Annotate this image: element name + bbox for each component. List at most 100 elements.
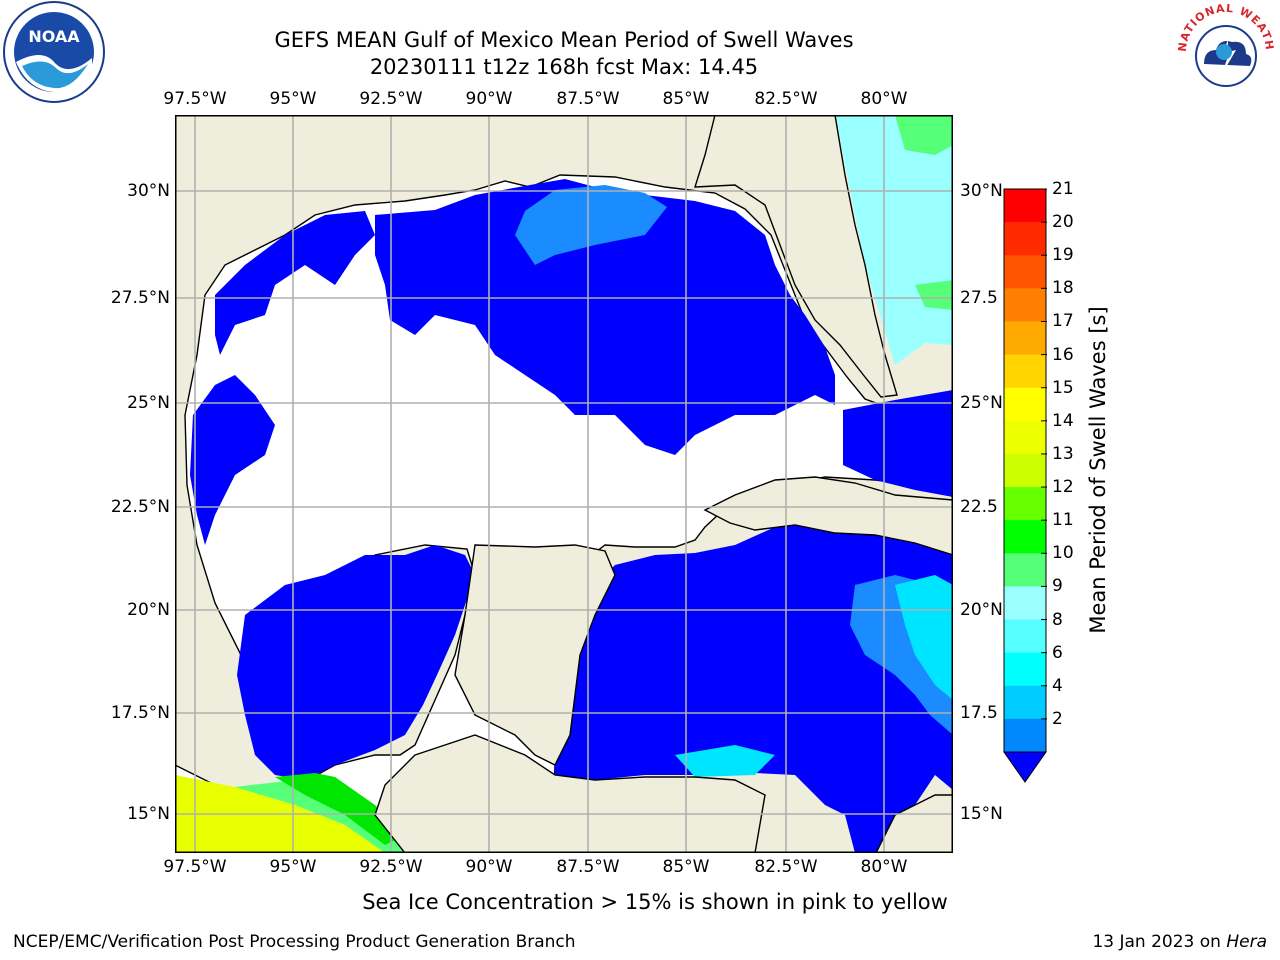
- central-america: [374, 734, 766, 853]
- colorbar-segment: [1004, 354, 1046, 389]
- swell-region-north-central: [375, 179, 835, 455]
- lat-label-left: 15°N: [127, 804, 170, 824]
- colorbar: [1003, 188, 1047, 783]
- colorbar-tick-label: 20: [1052, 212, 1074, 233]
- colorbar-tick-label: 6: [1052, 642, 1063, 663]
- swell-region-west-coast: [190, 375, 275, 545]
- colorbar-segment: [1004, 288, 1046, 322]
- colorbar-tick-label: 19: [1052, 245, 1074, 266]
- noaa-logo-text: NOAA: [28, 27, 80, 46]
- lon-label-top: 90°W: [465, 89, 513, 109]
- colorbar-segment: [1004, 520, 1046, 554]
- lon-label-bottom: 80°W: [860, 857, 908, 877]
- lat-label-left: 17.5°N: [110, 703, 170, 723]
- colorbar-tick-label: 13: [1052, 443, 1074, 464]
- colorbar-tick-label: 15: [1052, 377, 1074, 398]
- colorbar-tick-label: 8: [1052, 609, 1063, 630]
- lat-label-right: 25°N: [960, 393, 1003, 413]
- colorbar-segments: [1004, 189, 1046, 753]
- colorbar-tick-label: 9: [1052, 576, 1063, 597]
- colorbar-segment: [1004, 652, 1046, 687]
- map-subtitle: 20230111 t12z 168h fcst Max: 14.45: [369, 55, 759, 79]
- colorbar-segment: [1004, 553, 1046, 587]
- colorbar-tick-label: 10: [1052, 543, 1074, 564]
- lon-label-top: 92.5°W: [359, 89, 423, 109]
- colorbar-segment: [1004, 387, 1046, 422]
- lat-label-right: 22.5: [960, 497, 998, 517]
- colorbar-tick-label: 14: [1052, 410, 1074, 431]
- lon-label-top: 85°W: [662, 89, 710, 109]
- colorbar-tick-label: 18: [1052, 278, 1074, 299]
- swell-region-caribbean: [553, 515, 953, 853]
- colorbar-tick-label: 11: [1052, 510, 1074, 531]
- colorbar-tick-label: 12: [1052, 477, 1074, 498]
- generation-date: 13 Jan 2023 on Hera: [1092, 932, 1267, 952]
- colorbar-segment: [1004, 222, 1046, 256]
- sea-ice-footnote: Sea Ice Concentration > 15% is shown in …: [362, 890, 948, 914]
- lat-label-right: 17.5: [960, 703, 998, 723]
- colorbar-tick-label: 4: [1052, 675, 1063, 696]
- lon-label-top: 95°W: [269, 89, 317, 109]
- colorbar-extend-arrow: [1003, 751, 1047, 783]
- swell-region-florida-straits: [843, 390, 953, 497]
- colorbar-tick-marks: [1041, 188, 1047, 720]
- lat-label-left: 27.5°N: [110, 288, 170, 308]
- lon-label-top: 82.5°W: [754, 89, 818, 109]
- colorbar-segment: [1004, 420, 1046, 455]
- lon-label-top: 80°W: [860, 89, 908, 109]
- swell-region-cyan-caribbean: [895, 575, 953, 700]
- swell-region-northwest: [215, 211, 375, 355]
- lon-label-bottom: 90°W: [465, 857, 513, 877]
- lon-label-top: 97.5°W: [163, 89, 227, 109]
- colorbar-segment: [1004, 189, 1046, 223]
- florida-peninsula: [694, 115, 898, 398]
- colorbar-border: [1003, 188, 1047, 753]
- colorbar-segment: [1004, 321, 1046, 356]
- lon-label-top: 87.5°W: [556, 89, 620, 109]
- cuba: [703, 476, 953, 556]
- lat-label-right: 15°N: [960, 804, 1003, 824]
- producer-credit: NCEP/EMC/Verification Post Processing Pr…: [13, 932, 576, 952]
- lat-label-right: 20°N: [960, 600, 1003, 620]
- colorbar-tick-label: 2: [1052, 708, 1063, 729]
- colorbar-segment: [1004, 487, 1046, 521]
- lon-label-bottom: 97.5°W: [163, 857, 227, 877]
- colorbar-segment: [1004, 619, 1046, 654]
- swell-region-moderate-north: [515, 185, 667, 265]
- lat-label-left: 25°N: [127, 393, 170, 413]
- lat-label-left: 30°N: [127, 181, 170, 201]
- lon-label-bottom: 85°W: [662, 857, 710, 877]
- colorbar-title: Mean Period of Swell Waves [s]: [1086, 306, 1110, 634]
- colorbar-segment: [1004, 453, 1046, 488]
- lon-label-bottom: 95°W: [269, 857, 317, 877]
- swell-region-bay-of-campeche: [237, 545, 475, 780]
- lon-label-bottom: 82.5°W: [754, 857, 818, 877]
- lat-label-left: 20°N: [127, 600, 170, 620]
- swell-region-atlantic-green: [895, 115, 953, 155]
- gulf-of-mexico-map: [175, 115, 953, 853]
- colorbar-tick-label: 16: [1052, 344, 1074, 365]
- lat-label-right: 30°N: [960, 181, 1003, 201]
- swell-region-atlantic-green-south: [915, 280, 953, 310]
- lon-label-bottom: 87.5°W: [556, 857, 620, 877]
- hispaniola-coast: [875, 794, 953, 853]
- colorbar-tick-label: 21: [1052, 179, 1074, 199]
- lon-label-bottom: 92.5°W: [359, 857, 423, 877]
- swell-region-cyan-honduras: [675, 745, 775, 777]
- noaa-logo: NOAA: [3, 1, 105, 103]
- lat-label-right: 27.5: [960, 288, 998, 308]
- colorbar-segment: [1004, 685, 1046, 720]
- colorbar-segment: [1004, 586, 1046, 621]
- colorbar-segment: [1004, 255, 1046, 289]
- colorbar-segment: [1004, 718, 1046, 753]
- yucatan-peninsula: [454, 544, 616, 766]
- pacific-swell-bright-green: [275, 773, 405, 845]
- map-gridlines: [175, 115, 953, 853]
- map-title: GEFS MEAN Gulf of Mexico Mean Period of …: [274, 28, 854, 52]
- nws-logo: NATIONAL WEATHER SERVICE: [1174, 0, 1276, 102]
- generation-host: Hera: [1226, 932, 1267, 952]
- generation-date-text: 13 Jan 2023 on: [1092, 932, 1221, 952]
- map-border: [175, 115, 953, 853]
- colorbar-tick-label: 17: [1052, 311, 1074, 332]
- lat-label-left: 22.5°N: [110, 497, 170, 517]
